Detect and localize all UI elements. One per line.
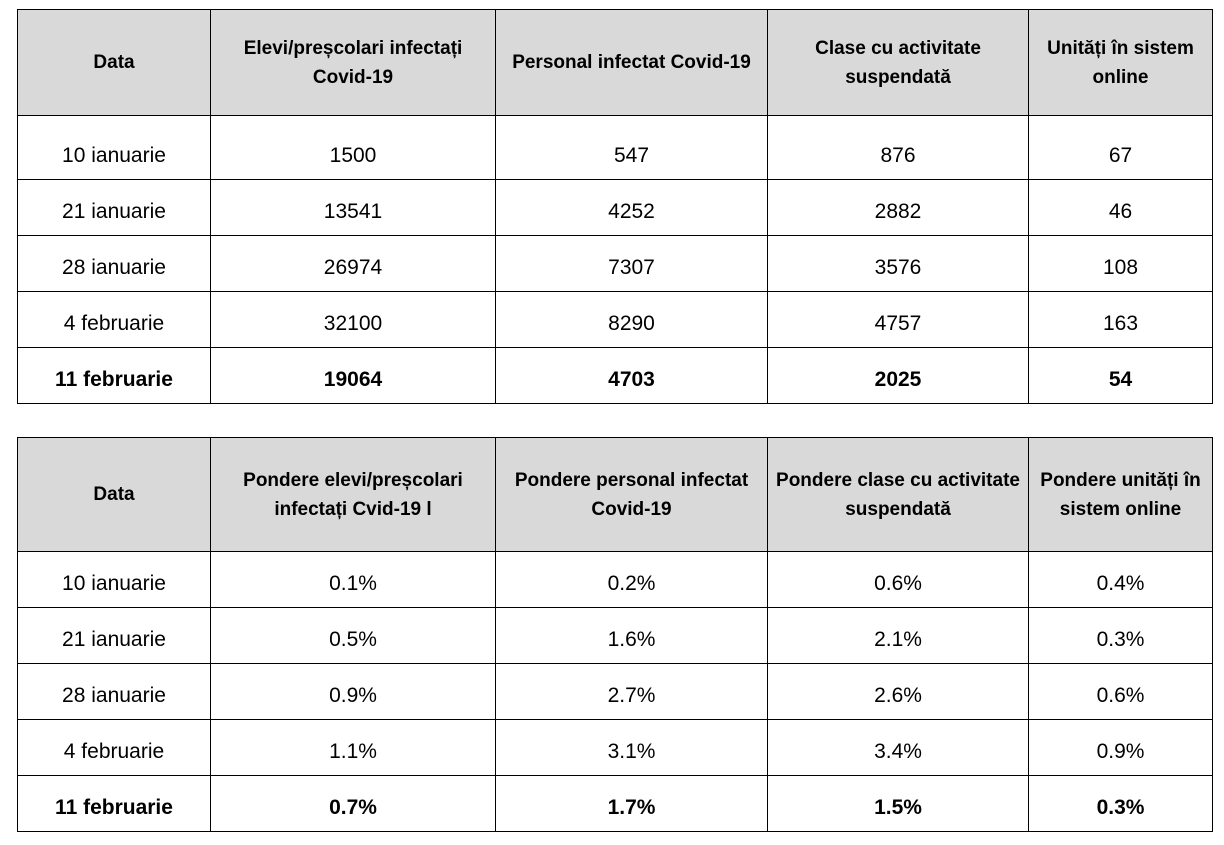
table-row: 21 ianuarie 13541 4252 2882 46 (17, 179, 1213, 236)
column-header-date: Data (17, 9, 211, 116)
cell-suspended-classes: 2025 (767, 347, 1029, 404)
table-row-latest: 11 februarie 19064 4703 2025 54 (17, 347, 1213, 404)
cell-date: 28 ianuarie (17, 235, 211, 292)
cell-share-infected-staff: 1.7% (495, 775, 768, 832)
column-header-share-suspended-classes: Pondere clase cu activitate suspendată (767, 437, 1029, 552)
cell-infected-pupils: 19064 (210, 347, 496, 404)
table-row: 21 ianuarie 0.5% 1.6% 2.1% 0.3% (17, 607, 1213, 664)
cell-infected-staff: 4703 (495, 347, 768, 404)
cell-date: 28 ianuarie (17, 663, 211, 720)
column-header-online-units: Unități în sistem online (1028, 9, 1213, 116)
column-header-infected-staff: Personal infectat Covid-19 (495, 9, 768, 116)
cell-share-infected-pupils: 0.9% (210, 663, 496, 720)
cell-share-infected-staff: 0.2% (495, 551, 768, 608)
cell-share-suspended-classes: 3.4% (767, 719, 1029, 776)
column-header-infected-pupils: Elevi/preșcolari infectați Covid-19 (210, 9, 496, 116)
cell-suspended-classes: 876 (767, 115, 1029, 180)
cell-share-online-units: 0.9% (1028, 719, 1213, 776)
table-header-row: Data Elevi/preșcolari infectați Covid-19… (17, 9, 1213, 116)
cell-share-infected-pupils: 0.7% (210, 775, 496, 832)
cell-share-suspended-classes: 1.5% (767, 775, 1029, 832)
column-header-share-infected-pupils: Pondere elevi/preșcolari infectați Cvid-… (210, 437, 496, 552)
cell-infected-pupils: 26974 (210, 235, 496, 292)
column-header-share-infected-staff: Pondere personal infectat Covid-19 (495, 437, 768, 552)
cell-share-online-units: 0.6% (1028, 663, 1213, 720)
covid-counts-table: Data Elevi/preșcolari infectați Covid-19… (17, 9, 1213, 404)
cell-date: 11 februarie (17, 775, 211, 832)
cell-date: 10 ianuarie (17, 115, 211, 180)
cell-date: 21 ianuarie (17, 607, 211, 664)
cell-share-infected-pupils: 0.1% (210, 551, 496, 608)
cell-date: 10 ianuarie (17, 551, 211, 608)
cell-share-suspended-classes: 2.1% (767, 607, 1029, 664)
cell-date: 4 februarie (17, 291, 211, 348)
cell-online-units: 163 (1028, 291, 1213, 348)
cell-online-units: 108 (1028, 235, 1213, 292)
cell-infected-pupils: 32100 (210, 291, 496, 348)
cell-share-infected-staff: 1.6% (495, 607, 768, 664)
column-header-date: Data (17, 437, 211, 552)
table-row: 4 februarie 32100 8290 4757 163 (17, 291, 1213, 348)
table-row: 4 februarie 1.1% 3.1% 3.4% 0.9% (17, 719, 1213, 776)
cell-online-units: 67 (1028, 115, 1213, 180)
cell-share-infected-staff: 2.7% (495, 663, 768, 720)
cell-share-infected-staff: 3.1% (495, 719, 768, 776)
cell-share-online-units: 0.3% (1028, 607, 1213, 664)
table-row: 10 ianuarie 1500 547 876 67 (17, 115, 1213, 180)
cell-online-units: 54 (1028, 347, 1213, 404)
cell-suspended-classes: 2882 (767, 179, 1029, 236)
cell-infected-pupils: 1500 (210, 115, 496, 180)
cell-share-online-units: 0.4% (1028, 551, 1213, 608)
cell-date: 21 ianuarie (17, 179, 211, 236)
table-row: 28 ianuarie 0.9% 2.7% 2.6% 0.6% (17, 663, 1213, 720)
column-header-share-online-units: Pondere unități în sistem online (1028, 437, 1213, 552)
cell-infected-staff: 547 (495, 115, 768, 180)
cell-share-suspended-classes: 0.6% (767, 551, 1029, 608)
cell-share-online-units: 0.3% (1028, 775, 1213, 832)
cell-share-suspended-classes: 2.6% (767, 663, 1029, 720)
cell-suspended-classes: 4757 (767, 291, 1029, 348)
table-row: 28 ianuarie 26974 7307 3576 108 (17, 235, 1213, 292)
cell-infected-staff: 4252 (495, 179, 768, 236)
covid-shares-table: Data Pondere elevi/preșcolari infectați … (17, 437, 1213, 832)
cell-share-infected-pupils: 1.1% (210, 719, 496, 776)
cell-share-infected-pupils: 0.5% (210, 607, 496, 664)
cell-online-units: 46 (1028, 179, 1213, 236)
table-row-latest: 11 februarie 0.7% 1.7% 1.5% 0.3% (17, 775, 1213, 832)
column-header-suspended-classes: Clase cu activitate suspendată (767, 9, 1029, 116)
cell-suspended-classes: 3576 (767, 235, 1029, 292)
cell-infected-pupils: 13541 (210, 179, 496, 236)
cell-infected-staff: 7307 (495, 235, 768, 292)
cell-date: 4 februarie (17, 719, 211, 776)
table-row: 10 ianuarie 0.1% 0.2% 0.6% 0.4% (17, 551, 1213, 608)
cell-date: 11 februarie (17, 347, 211, 404)
cell-infected-staff: 8290 (495, 291, 768, 348)
table-header-row: Data Pondere elevi/preșcolari infectați … (17, 437, 1213, 552)
